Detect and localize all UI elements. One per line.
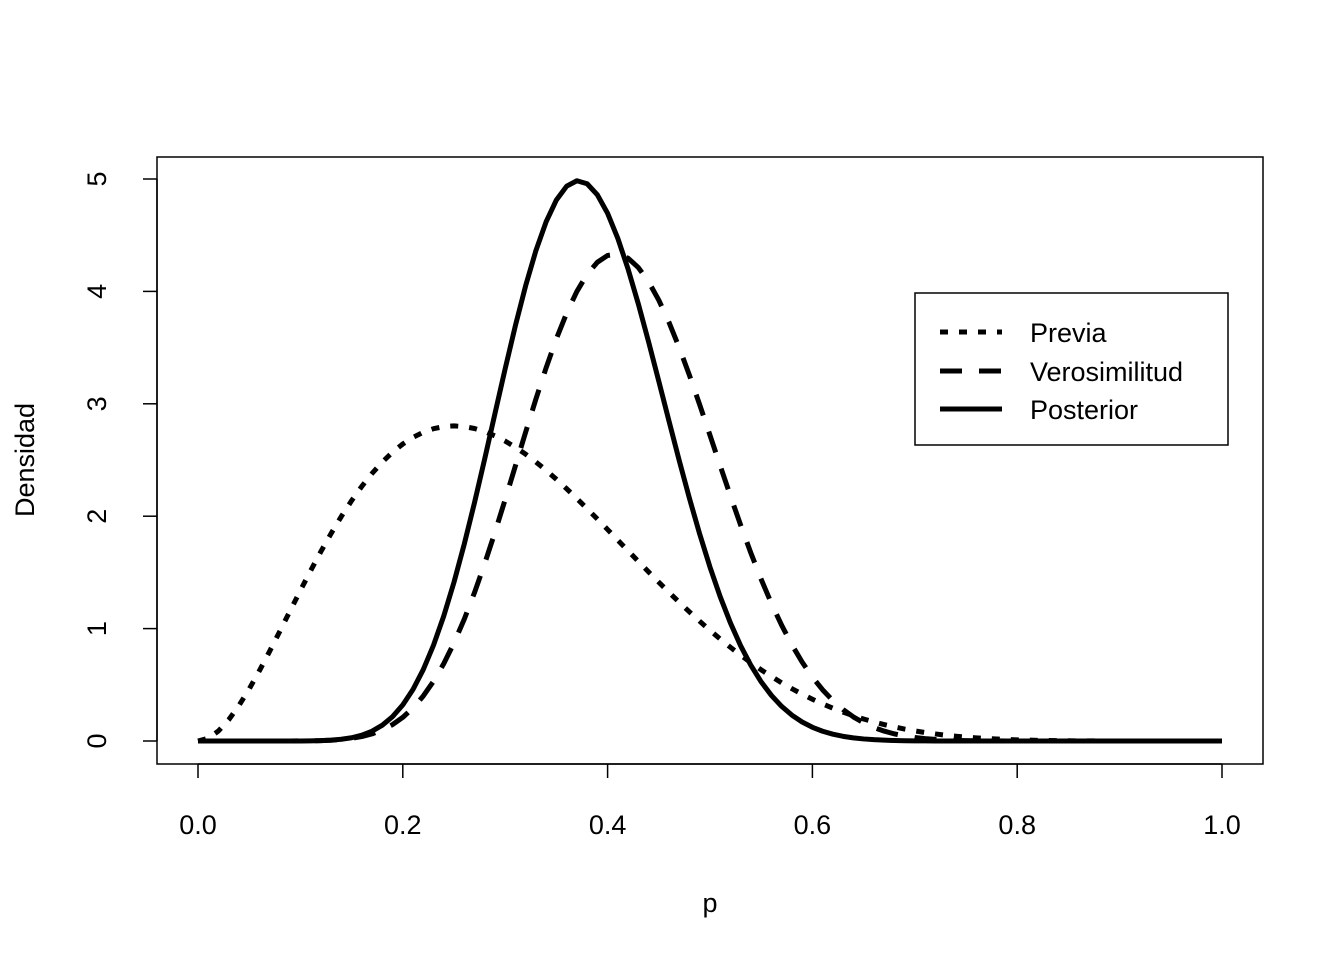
x-tick-label: 0.8 xyxy=(998,810,1036,840)
series-line-posterior xyxy=(198,178,1222,744)
x-tick-label: 0.4 xyxy=(589,810,627,840)
series-lines xyxy=(197,178,1222,744)
x-tick-label: 0.2 xyxy=(384,810,422,840)
x-tick-label: 0.0 xyxy=(179,810,217,840)
x-tick-label: 0.6 xyxy=(794,810,832,840)
x-tick-label: 1.0 xyxy=(1203,810,1241,840)
y-tick-label: 4 xyxy=(82,284,112,299)
legend-label-verosimilitud: Verosimilitud xyxy=(1030,357,1183,387)
y-tick-label: 0 xyxy=(82,733,112,748)
x-axis-label: p xyxy=(702,888,717,918)
y-axis-label: Densidad xyxy=(10,403,40,517)
y-tick-label: 3 xyxy=(82,396,112,411)
plot-frame xyxy=(156,156,1264,765)
y-tick-label: 1 xyxy=(82,621,112,636)
legend: Previa Verosimilitud Posterior xyxy=(914,292,1229,446)
y-axis: 0 1 2 3 4 5 xyxy=(82,171,158,749)
legend-box xyxy=(914,292,1229,446)
legend-label-previa: Previa xyxy=(1030,318,1108,348)
legend-label-posterior: Posterior xyxy=(1030,395,1138,425)
series-line-previa xyxy=(197,423,1222,744)
x-axis: 0.0 0.2 0.4 0.6 0.8 1.0 xyxy=(179,763,1241,840)
y-tick-label: 5 xyxy=(82,171,112,186)
y-tick-label: 2 xyxy=(82,509,112,524)
